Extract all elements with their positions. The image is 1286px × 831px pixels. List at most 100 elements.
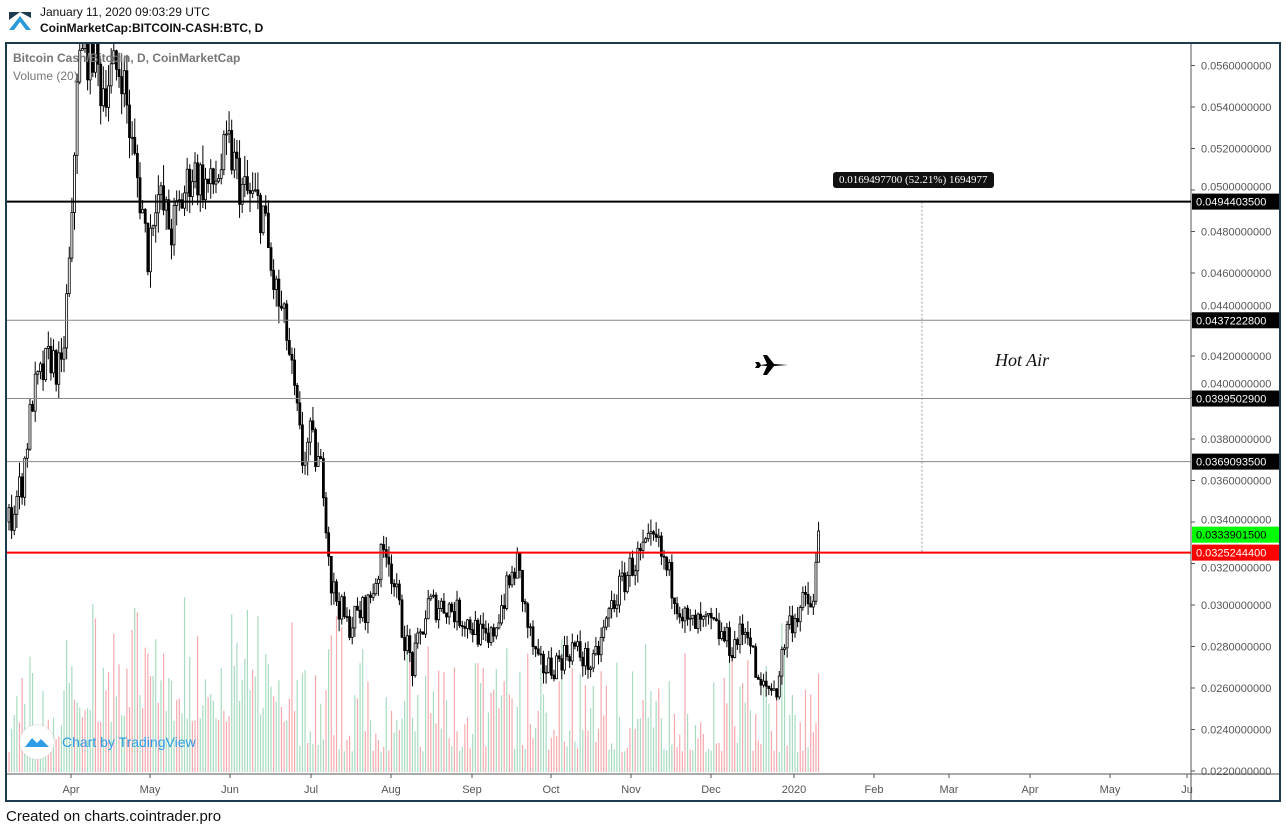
cointrader-logo-icon bbox=[9, 12, 31, 30]
volume-bar bbox=[16, 696, 18, 772]
volume-bar bbox=[257, 616, 259, 772]
candle-body bbox=[801, 591, 805, 608]
volume-bar bbox=[726, 703, 728, 772]
volume-bar bbox=[658, 688, 660, 772]
candle-body bbox=[523, 601, 527, 605]
volume-bar bbox=[134, 607, 136, 772]
volume-bar bbox=[92, 603, 94, 772]
candle-body bbox=[369, 594, 372, 598]
volume-bar bbox=[802, 750, 804, 772]
candle-body bbox=[429, 595, 433, 600]
volume-bar bbox=[189, 656, 191, 772]
candle-body bbox=[188, 168, 192, 197]
time-tick-label: Apr bbox=[62, 784, 79, 796]
candle-body bbox=[565, 645, 569, 658]
volume-bar bbox=[335, 616, 338, 772]
volume-bar bbox=[278, 680, 280, 772]
volume-bar bbox=[73, 699, 76, 772]
volume-bar bbox=[432, 691, 435, 772]
volume-bar bbox=[21, 677, 23, 772]
volume-bar bbox=[721, 751, 723, 772]
volume-bar bbox=[707, 748, 710, 772]
candle-body bbox=[581, 656, 585, 667]
candle-body bbox=[667, 562, 671, 571]
volume-bar bbox=[390, 710, 393, 772]
volume-bar bbox=[262, 707, 264, 772]
tradingview-badge[interactable]: Chart by TradingView bbox=[20, 725, 196, 759]
candle-body bbox=[426, 598, 430, 620]
candle-body bbox=[120, 76, 124, 95]
volume-bar bbox=[191, 721, 193, 772]
volume-bar bbox=[469, 748, 471, 772]
volume-bar bbox=[679, 734, 681, 772]
candle-body bbox=[460, 625, 464, 627]
level-price-label: 0.0399502900 bbox=[1196, 394, 1266, 406]
candle-body bbox=[680, 616, 684, 622]
volume-bar bbox=[545, 712, 547, 772]
candle-body bbox=[699, 613, 703, 620]
volume-bar bbox=[500, 695, 503, 772]
candle-body bbox=[379, 544, 383, 580]
price-tick-label: 0.0280000000 bbox=[1201, 642, 1271, 654]
candle-body bbox=[52, 350, 55, 374]
candle-body bbox=[694, 614, 697, 629]
volume-bar bbox=[786, 745, 788, 772]
candle-body bbox=[225, 133, 228, 136]
volume-bar bbox=[380, 751, 382, 772]
candle-body bbox=[319, 456, 323, 459]
candle-body bbox=[57, 352, 61, 385]
volume-bar bbox=[215, 718, 217, 772]
volume-bar bbox=[710, 750, 712, 772]
candle-body bbox=[416, 632, 420, 644]
volume-bar bbox=[275, 701, 277, 772]
volume-bar bbox=[273, 696, 275, 772]
candle-body bbox=[272, 269, 276, 291]
volume-bar bbox=[372, 750, 374, 772]
volume-bar bbox=[288, 698, 290, 772]
candle-body bbox=[654, 533, 658, 538]
candle-body bbox=[604, 617, 608, 628]
volume-bar bbox=[107, 671, 110, 772]
candle-body bbox=[570, 642, 574, 662]
volume-bar bbox=[558, 681, 560, 772]
volume-bar bbox=[459, 750, 461, 772]
candle-body bbox=[722, 631, 726, 642]
volume-bar bbox=[519, 671, 521, 772]
volume-bar bbox=[435, 723, 437, 772]
volume-bar bbox=[456, 731, 458, 772]
candle-body bbox=[49, 345, 53, 374]
price-tick-label: 0.0560000000 bbox=[1201, 61, 1271, 73]
candle-body bbox=[25, 448, 29, 459]
price-tick-label: 0.0260000000 bbox=[1201, 683, 1271, 695]
volume-bar bbox=[417, 694, 419, 772]
volume-bar bbox=[301, 673, 304, 772]
volume-bar bbox=[267, 664, 269, 772]
volume-bar bbox=[270, 686, 272, 772]
volume-bar bbox=[532, 738, 534, 772]
candle-body bbox=[222, 134, 226, 171]
candle-body bbox=[526, 603, 530, 628]
time-tick-label: Dec bbox=[701, 784, 721, 796]
candle-body bbox=[502, 605, 506, 609]
candle-body bbox=[717, 620, 721, 639]
volume-bar bbox=[322, 739, 324, 772]
time-tick-label: May bbox=[1100, 784, 1121, 796]
candle-body bbox=[775, 688, 779, 698]
candle-body bbox=[83, 44, 87, 49]
chart-frame[interactable]: 0.0560000000 0.0540000000 0.0520000000 0.05… bbox=[5, 42, 1281, 802]
candle-body bbox=[240, 183, 244, 205]
candle-body bbox=[673, 597, 676, 605]
candle-body bbox=[293, 359, 296, 386]
candle-body bbox=[164, 199, 168, 211]
candle-body bbox=[544, 671, 548, 674]
tradingview-link[interactable]: Chart by TradingView bbox=[62, 734, 196, 750]
candle-body bbox=[447, 603, 451, 618]
candle-body bbox=[371, 593, 375, 598]
volume-bar bbox=[233, 665, 235, 772]
volume-bar bbox=[241, 679, 243, 772]
volume-bar bbox=[197, 636, 199, 772]
volume-bar bbox=[409, 651, 411, 772]
price-chart[interactable]: 0.0560000000 0.0540000000 0.0520000000 0.05… bbox=[7, 44, 1279, 800]
volume-bar bbox=[165, 710, 167, 772]
volume-bar bbox=[118, 664, 120, 772]
